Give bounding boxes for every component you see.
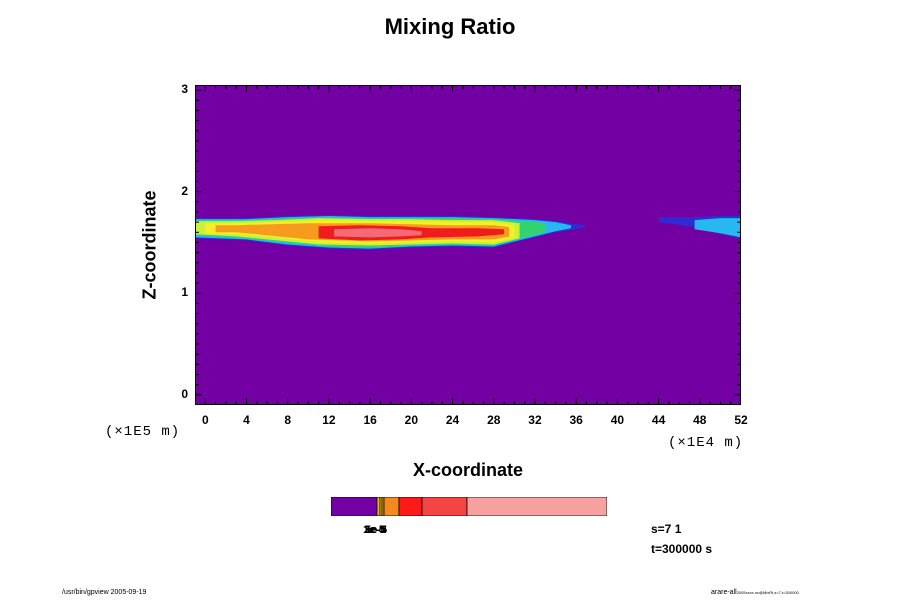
x-tick-label-52: 52: [734, 413, 748, 427]
plume-contour-level-2-3: [694, 218, 741, 238]
colorbar-label-2: 5e-5: [365, 524, 388, 536]
x-tick-label-40: 40: [610, 413, 625, 427]
x-tick-label-16: 16: [363, 413, 377, 427]
x-tick-label-0: 0: [201, 413, 209, 427]
colorbar-label-3: 1e-4: [365, 524, 388, 536]
colorbar: [331, 497, 607, 516]
colorbar-segment-1: [376, 497, 381, 516]
step-info: s=7 1: [651, 522, 682, 536]
colorbar-segment-0: [331, 497, 378, 516]
colorbar-segment-7: [466, 497, 607, 516]
x-tick-label-4: 4: [243, 413, 250, 427]
colorbar-label-0: 1e-5: [363, 524, 386, 536]
colorbar-labels: 1e-5 2e-5 5e-5 1e-4: [331, 524, 607, 540]
y-axis-label: Z-coordinate: [139, 190, 160, 300]
y-tick-label-1: 1: [181, 285, 188, 300]
x-tick-label-36: 36: [569, 413, 583, 427]
plume-contour-level-8-9: [334, 228, 422, 238]
footer-command: /usr/bin/gpview 2005-09-19: [62, 589, 147, 596]
plume-contours: [195, 215, 741, 250]
x-tick-label-44: 44: [651, 413, 666, 427]
x-tick-label-20: 20: [404, 413, 418, 427]
y-tick-label-3: 3: [181, 82, 188, 97]
y-tick-label-2: 2: [181, 183, 188, 198]
y-scale-note: (×1E5 m): [105, 424, 181, 440]
x-scale-note: (×1E4 m): [668, 435, 744, 451]
y-tick-label-0: 0: [181, 386, 188, 401]
colorbar-segment-5: [398, 497, 423, 516]
colorbar-segment-4: [383, 497, 400, 516]
x-tick-label-8: 8: [284, 413, 292, 427]
x-tick-label-12: 12: [322, 413, 336, 427]
x-tick-label-32: 32: [528, 413, 542, 427]
x-axis-label: X-coordinate: [412, 460, 523, 480]
colorbar-label-1: 2e-5: [364, 524, 387, 536]
footer-source-name: arare-all: [711, 589, 737, 596]
x-tick-label-28: 28: [487, 413, 501, 427]
footer-source: arare-all2005xxxx.nc@MixRt,s=7,t=300000: [711, 589, 799, 596]
x-tick-label-48: 48: [693, 413, 707, 427]
plot-frame: [195, 85, 741, 405]
plot-area: [195, 85, 741, 405]
footer-source-detail: 2005xxxx.nc@MixRt,s=7,t=300000: [736, 590, 799, 595]
x-tick-label-24: 24: [445, 413, 460, 427]
time-info: t=300000 s: [651, 542, 713, 556]
colorbar-segment-6: [421, 497, 468, 516]
chart-title: Mixing Ratio: [384, 14, 516, 39]
